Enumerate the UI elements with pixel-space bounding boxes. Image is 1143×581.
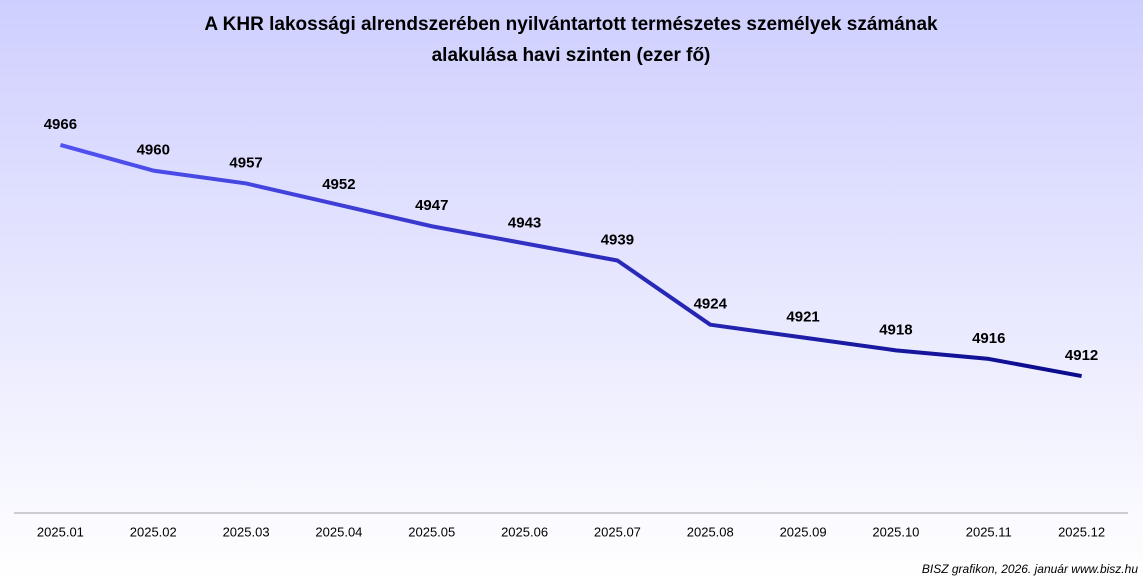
chart-title: alakulása havi szinten (ezer fő) bbox=[432, 45, 711, 66]
data-label: 4943 bbox=[508, 214, 541, 231]
data-label: 4966 bbox=[44, 116, 77, 133]
data-label: 4960 bbox=[137, 142, 170, 159]
data-label: 4957 bbox=[229, 154, 262, 171]
data-label: 4924 bbox=[694, 296, 728, 313]
data-line bbox=[59, 142, 1082, 379]
x-tick-label: 2025.02 bbox=[130, 524, 177, 539]
x-tick-label: 2025.06 bbox=[501, 524, 548, 539]
data-label: 4916 bbox=[972, 330, 1005, 347]
x-tick-label: 2025.03 bbox=[223, 524, 270, 539]
x-tick-label: 2025.04 bbox=[315, 524, 362, 539]
data-label: 4912 bbox=[1065, 347, 1098, 364]
data-label: 4921 bbox=[786, 308, 819, 325]
data-label: 4939 bbox=[601, 231, 634, 248]
x-tick-label: 2025.12 bbox=[1058, 524, 1105, 539]
x-tick-label: 2025.05 bbox=[408, 524, 455, 539]
chart-title: A KHR lakossági alrendszerében nyilvánta… bbox=[204, 14, 938, 35]
x-tick-label: 2025.11 bbox=[966, 524, 1012, 539]
x-tick-label: 2025.10 bbox=[872, 524, 919, 539]
x-tick-label: 2025.01 bbox=[37, 524, 84, 539]
data-label: 4918 bbox=[879, 321, 912, 338]
x-tick-label: 2025.08 bbox=[687, 524, 734, 539]
source-note: BISZ grafikon, 2026. január www.bisz.hu bbox=[922, 562, 1138, 576]
data-label: 4947 bbox=[415, 197, 448, 214]
x-tick-label: 2025.09 bbox=[780, 524, 827, 539]
x-tick-label: 2025.07 bbox=[594, 524, 641, 539]
data-label: 4952 bbox=[322, 176, 355, 193]
